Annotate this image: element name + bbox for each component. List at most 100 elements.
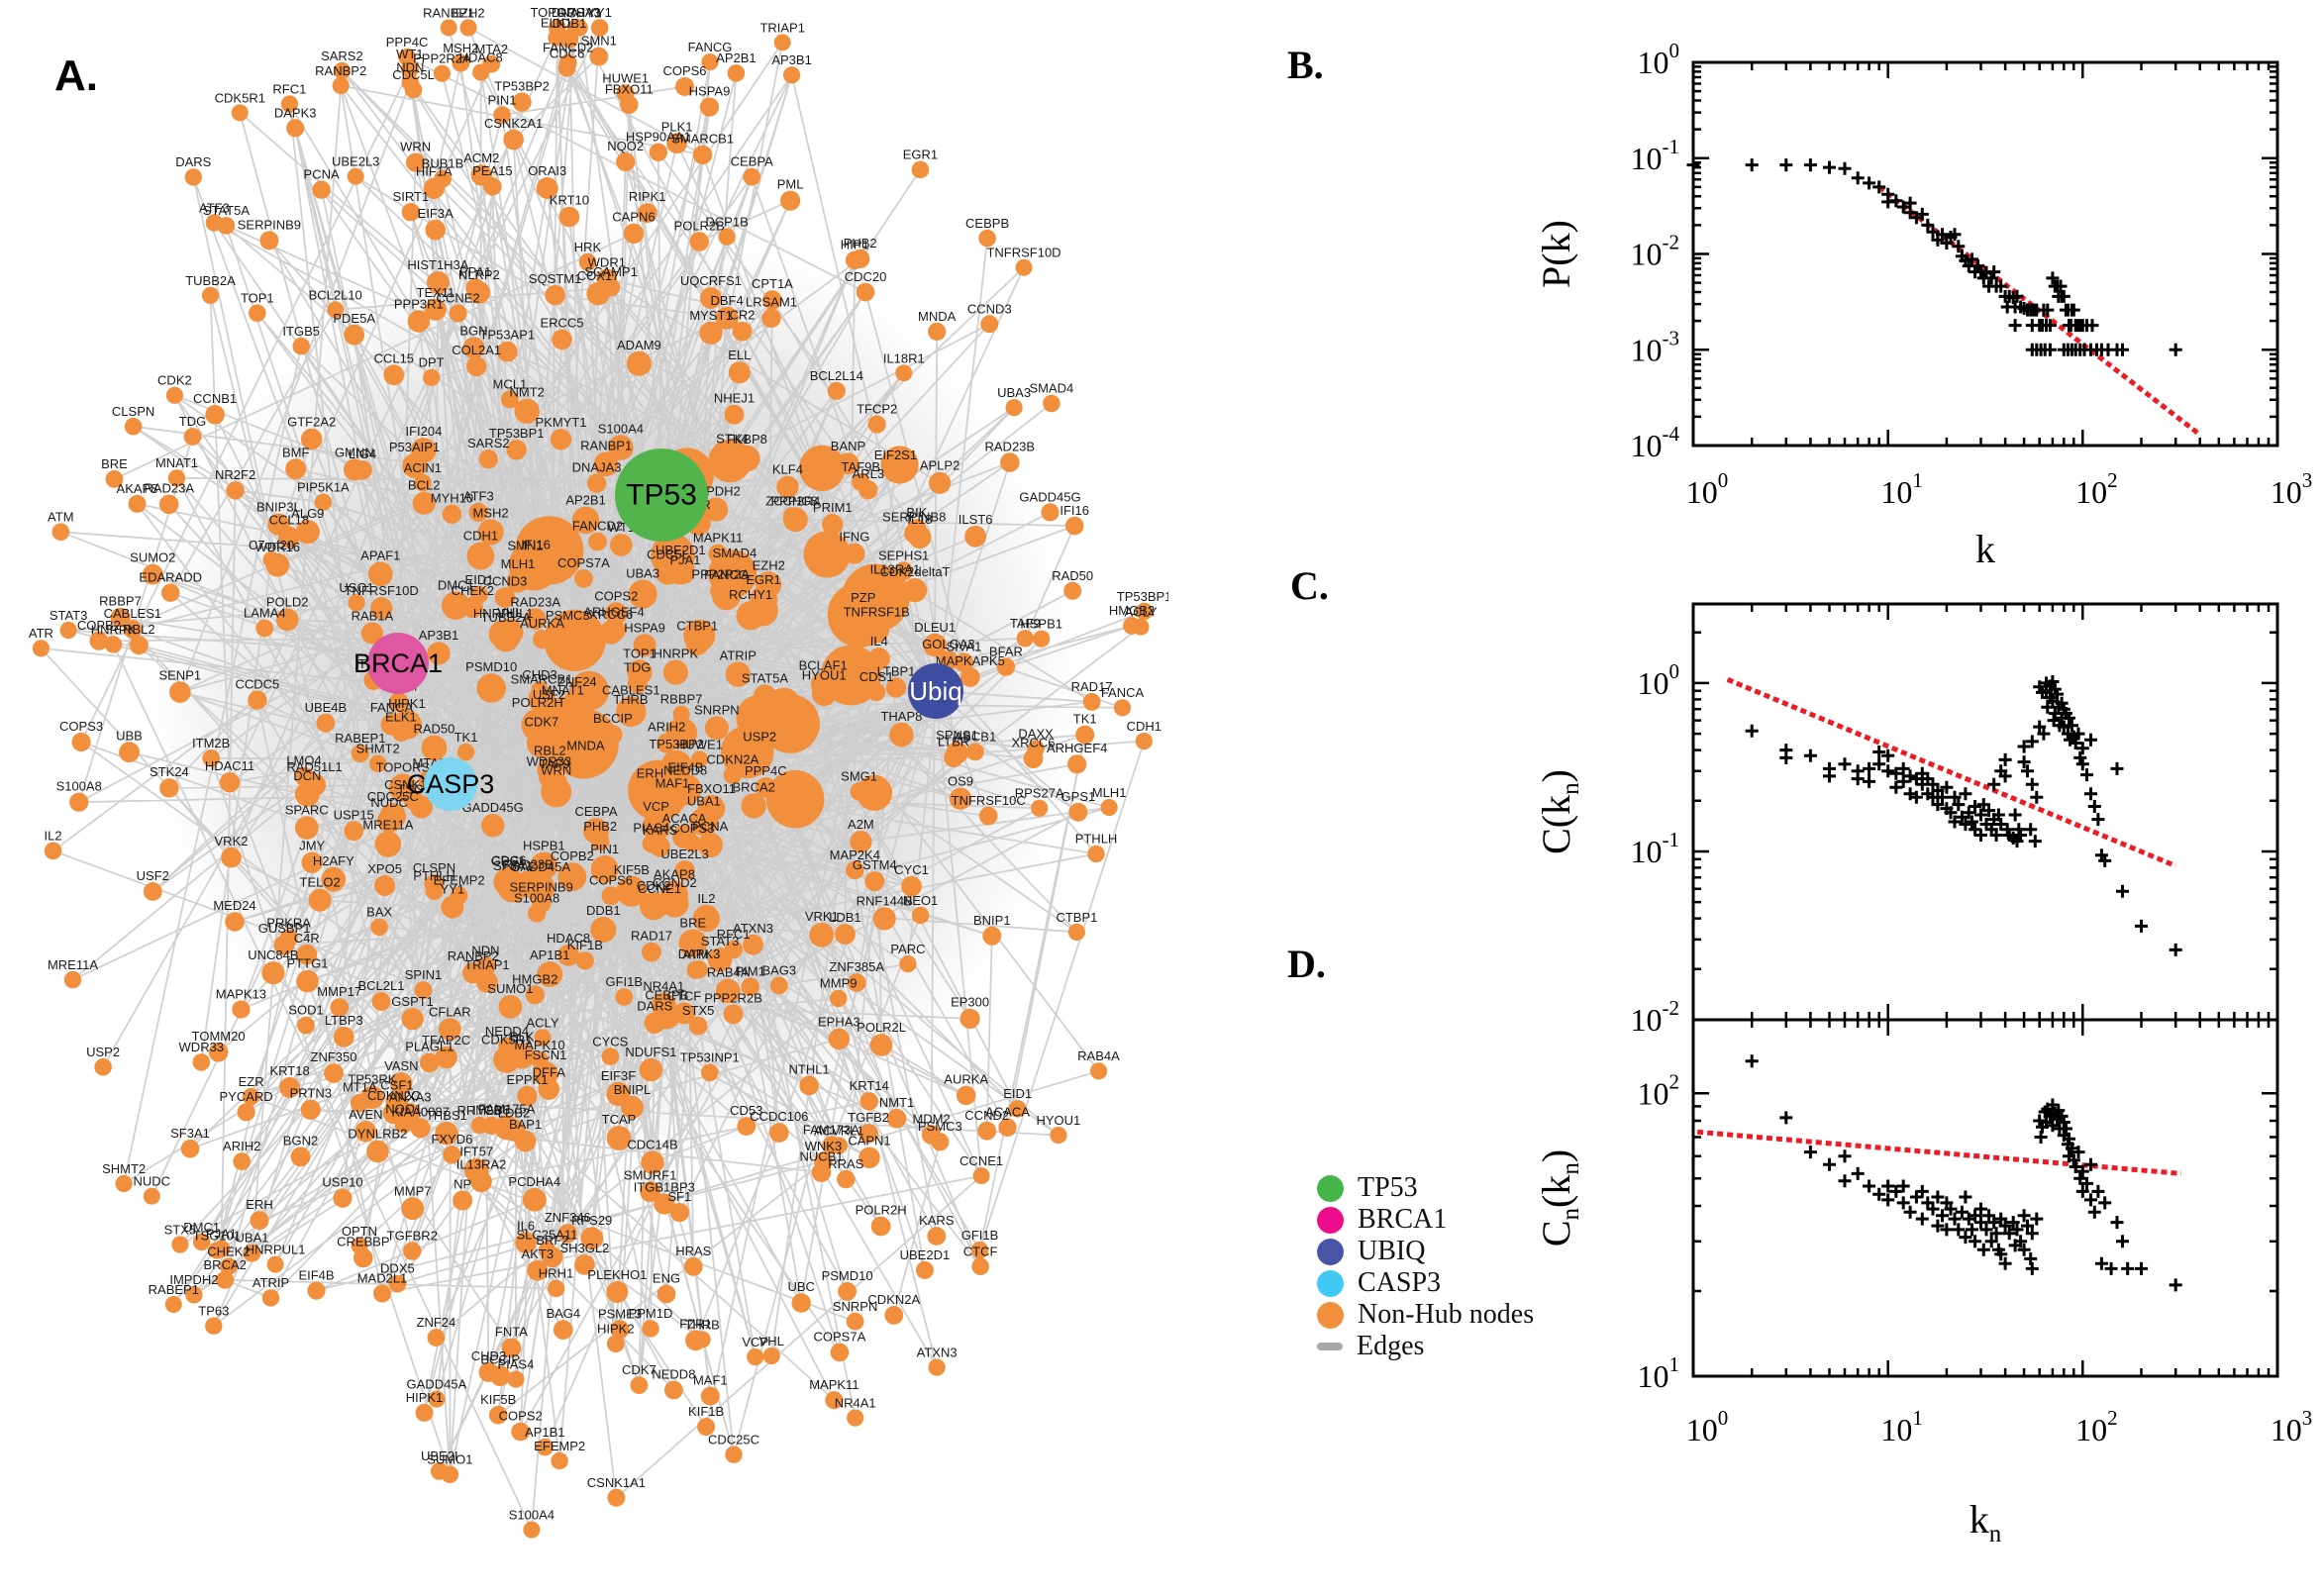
- svg-text:USF2: USF2: [533, 687, 565, 702]
- svg-text:SARS2: SARS2: [467, 436, 510, 450]
- svg-text:IFI204: IFI204: [405, 424, 442, 439]
- svg-text:GADD45G: GADD45G: [1019, 489, 1080, 504]
- svg-text:S100A8: S100A8: [514, 891, 559, 906]
- svg-text:RAD23B: RAD23B: [985, 439, 1036, 453]
- svg-text:UBE2I: UBE2I: [421, 1448, 458, 1463]
- svg-text:KIF1B: KIF1B: [688, 1404, 724, 1419]
- svg-text:GOLGA3: GOLGA3: [922, 637, 974, 651]
- svg-text:MLH1: MLH1: [1092, 785, 1127, 800]
- svg-text:NEDD4: NEDD4: [485, 1024, 529, 1039]
- svg-text:BCL2L10: BCL2L10: [309, 287, 362, 302]
- svg-text:102: 102: [1638, 1069, 1680, 1111]
- svg-text:HRH1: HRH1: [539, 1266, 573, 1281]
- svg-text:CCL15: CCL15: [374, 350, 414, 365]
- svg-text:IFT57: IFT57: [459, 1145, 493, 1159]
- svg-text:ZNF24: ZNF24: [557, 674, 597, 689]
- svg-text:C7orf20: C7orf20: [249, 538, 294, 552]
- svg-text:TFAP2C: TFAP2C: [422, 1033, 470, 1047]
- svg-text:VRK2: VRK2: [215, 834, 249, 848]
- svg-text:CLSPN: CLSPN: [112, 404, 154, 419]
- svg-text:10-2: 10-2: [1631, 231, 1680, 272]
- svg-text:SMG1: SMG1: [841, 768, 877, 783]
- svg-text:DMC1: DMC1: [183, 1220, 220, 1235]
- svg-text:SMARCB1: SMARCB1: [671, 132, 734, 147]
- svg-text:AP1B1: AP1B1: [525, 1425, 564, 1440]
- svg-text:PPP2R2A: PPP2R2A: [413, 51, 471, 66]
- svg-text:RAB4A: RAB4A: [1077, 1048, 1120, 1063]
- svg-text:AP2B1: AP2B1: [565, 493, 605, 508]
- svg-text:UBE2D1: UBE2D1: [900, 1247, 951, 1262]
- svg-text:POLD2: POLD2: [266, 594, 309, 609]
- svg-text:10-1: 10-1: [1631, 828, 1680, 869]
- svg-text:MRE11A: MRE11A: [48, 957, 98, 972]
- svg-text:CSNK2A1: CSNK2A1: [484, 116, 543, 131]
- svg-text:MSH2: MSH2: [473, 505, 509, 520]
- scatter-points-d: [1745, 1054, 2182, 1292]
- svg-text:NEDD8: NEDD8: [663, 763, 707, 778]
- svg-text:BAG4: BAG4: [546, 1306, 580, 1321]
- svg-text:HRAS: HRAS: [675, 1244, 711, 1258]
- svg-text:RAD23B: RAD23B: [503, 857, 554, 872]
- svg-text:MAD2L1: MAD2L1: [357, 1271, 408, 1286]
- svg-text:VHL: VHL: [497, 605, 522, 620]
- x-axis-title-d: kn​: [1970, 1497, 2002, 1547]
- svg-text:COPS2: COPS2: [499, 1409, 543, 1424]
- svg-text:CREBBP: CREBBP: [337, 1235, 389, 1249]
- svg-text:PIP5K1A: PIP5K1A: [297, 480, 350, 495]
- svg-text:HDAC11: HDAC11: [205, 758, 254, 773]
- svg-text:FBXO11: FBXO11: [687, 781, 736, 796]
- svg-text:MTA2: MTA2: [474, 42, 508, 56]
- svg-text:BMF: BMF: [282, 445, 310, 459]
- svg-text:THBS1: THBS1: [426, 1108, 467, 1123]
- non-hub-nodes-swatch: [1317, 1301, 1344, 1329]
- svg-text:UBE2D1: UBE2D1: [656, 543, 706, 557]
- svg-text:EGR1: EGR1: [746, 572, 780, 587]
- svg-text:XRCC6: XRCC6: [1011, 735, 1055, 749]
- svg-text:BRCA2: BRCA2: [733, 779, 775, 794]
- svg-text:10-3: 10-3: [1631, 326, 1680, 367]
- svg-text:DAPK3: DAPK3: [678, 947, 721, 961]
- svg-text:PZP: PZP: [851, 590, 875, 605]
- svg-text:MAF1: MAF1: [693, 1373, 728, 1388]
- svg-text:FANCA: FANCA: [370, 700, 414, 715]
- svg-text:EPHA3: EPHA3: [818, 1015, 860, 1030]
- svg-text:GSTM4: GSTM4: [853, 857, 897, 872]
- svg-text:NDUFS1: NDUFS1: [625, 1045, 676, 1059]
- svg-text:PTHLH: PTHLH: [1075, 832, 1118, 847]
- network-nodes: [32, 19, 1154, 1539]
- svg-text:GUSBP1: GUSBP1: [258, 921, 311, 936]
- svg-text:MAPKAPK5: MAPKAPK5: [936, 653, 1005, 668]
- svg-text:FKBP8: FKBP8: [727, 432, 767, 447]
- svg-text:CLSPN: CLSPN: [413, 860, 455, 875]
- svg-text:PLAGL1: PLAGL1: [405, 1040, 454, 1054]
- svg-text:PIAS4: PIAS4: [497, 1357, 534, 1372]
- svg-text:RBL2: RBL2: [534, 743, 566, 757]
- svg-text:HNRPK: HNRPK: [91, 622, 137, 637]
- svg-text:IL13RA2: IL13RA2: [456, 1157, 507, 1172]
- svg-text:MAPK11: MAPK11: [809, 1377, 858, 1392]
- svg-text:SCAMP1: SCAMP1: [584, 264, 637, 279]
- svg-text:ITGB1BP3: ITGB1BP3: [634, 1180, 695, 1195]
- svg-text:SERPINB9: SERPINB9: [510, 880, 573, 895]
- legend-item-edges: Edges: [1317, 1331, 1534, 1362]
- panel-c-label: C.: [1290, 563, 1329, 608]
- svg-text:TDG: TDG: [624, 660, 651, 675]
- svg-text:ERCC5: ERCC5: [540, 316, 583, 331]
- svg-text:CCDC5: CCDC5: [236, 676, 280, 691]
- svg-text:NEO1: NEO1: [903, 893, 938, 908]
- svg-text:LRSAM1: LRSAM1: [746, 295, 797, 310]
- ubiq-swatch: [1317, 1238, 1344, 1265]
- svg-text:ACIN1: ACIN1: [404, 460, 442, 475]
- hub-label-brca1: BRCA1: [354, 648, 443, 678]
- svg-text:CTCF: CTCF: [963, 1245, 998, 1259]
- svg-text:102: 102: [2075, 1406, 2118, 1447]
- svg-text:COPS3: COPS3: [670, 821, 714, 836]
- svg-text:ATXN3: ATXN3: [917, 1346, 958, 1360]
- svg-text:MNAT1: MNAT1: [155, 455, 198, 470]
- legend-item-ubiq: UBIQ: [1317, 1236, 1534, 1267]
- svg-text:WDR33: WDR33: [179, 1040, 225, 1054]
- hub-tp53: TP53: [615, 449, 708, 542]
- svg-text:GFI1B: GFI1B: [961, 1228, 999, 1243]
- svg-text:LAMA4: LAMA4: [244, 606, 286, 621]
